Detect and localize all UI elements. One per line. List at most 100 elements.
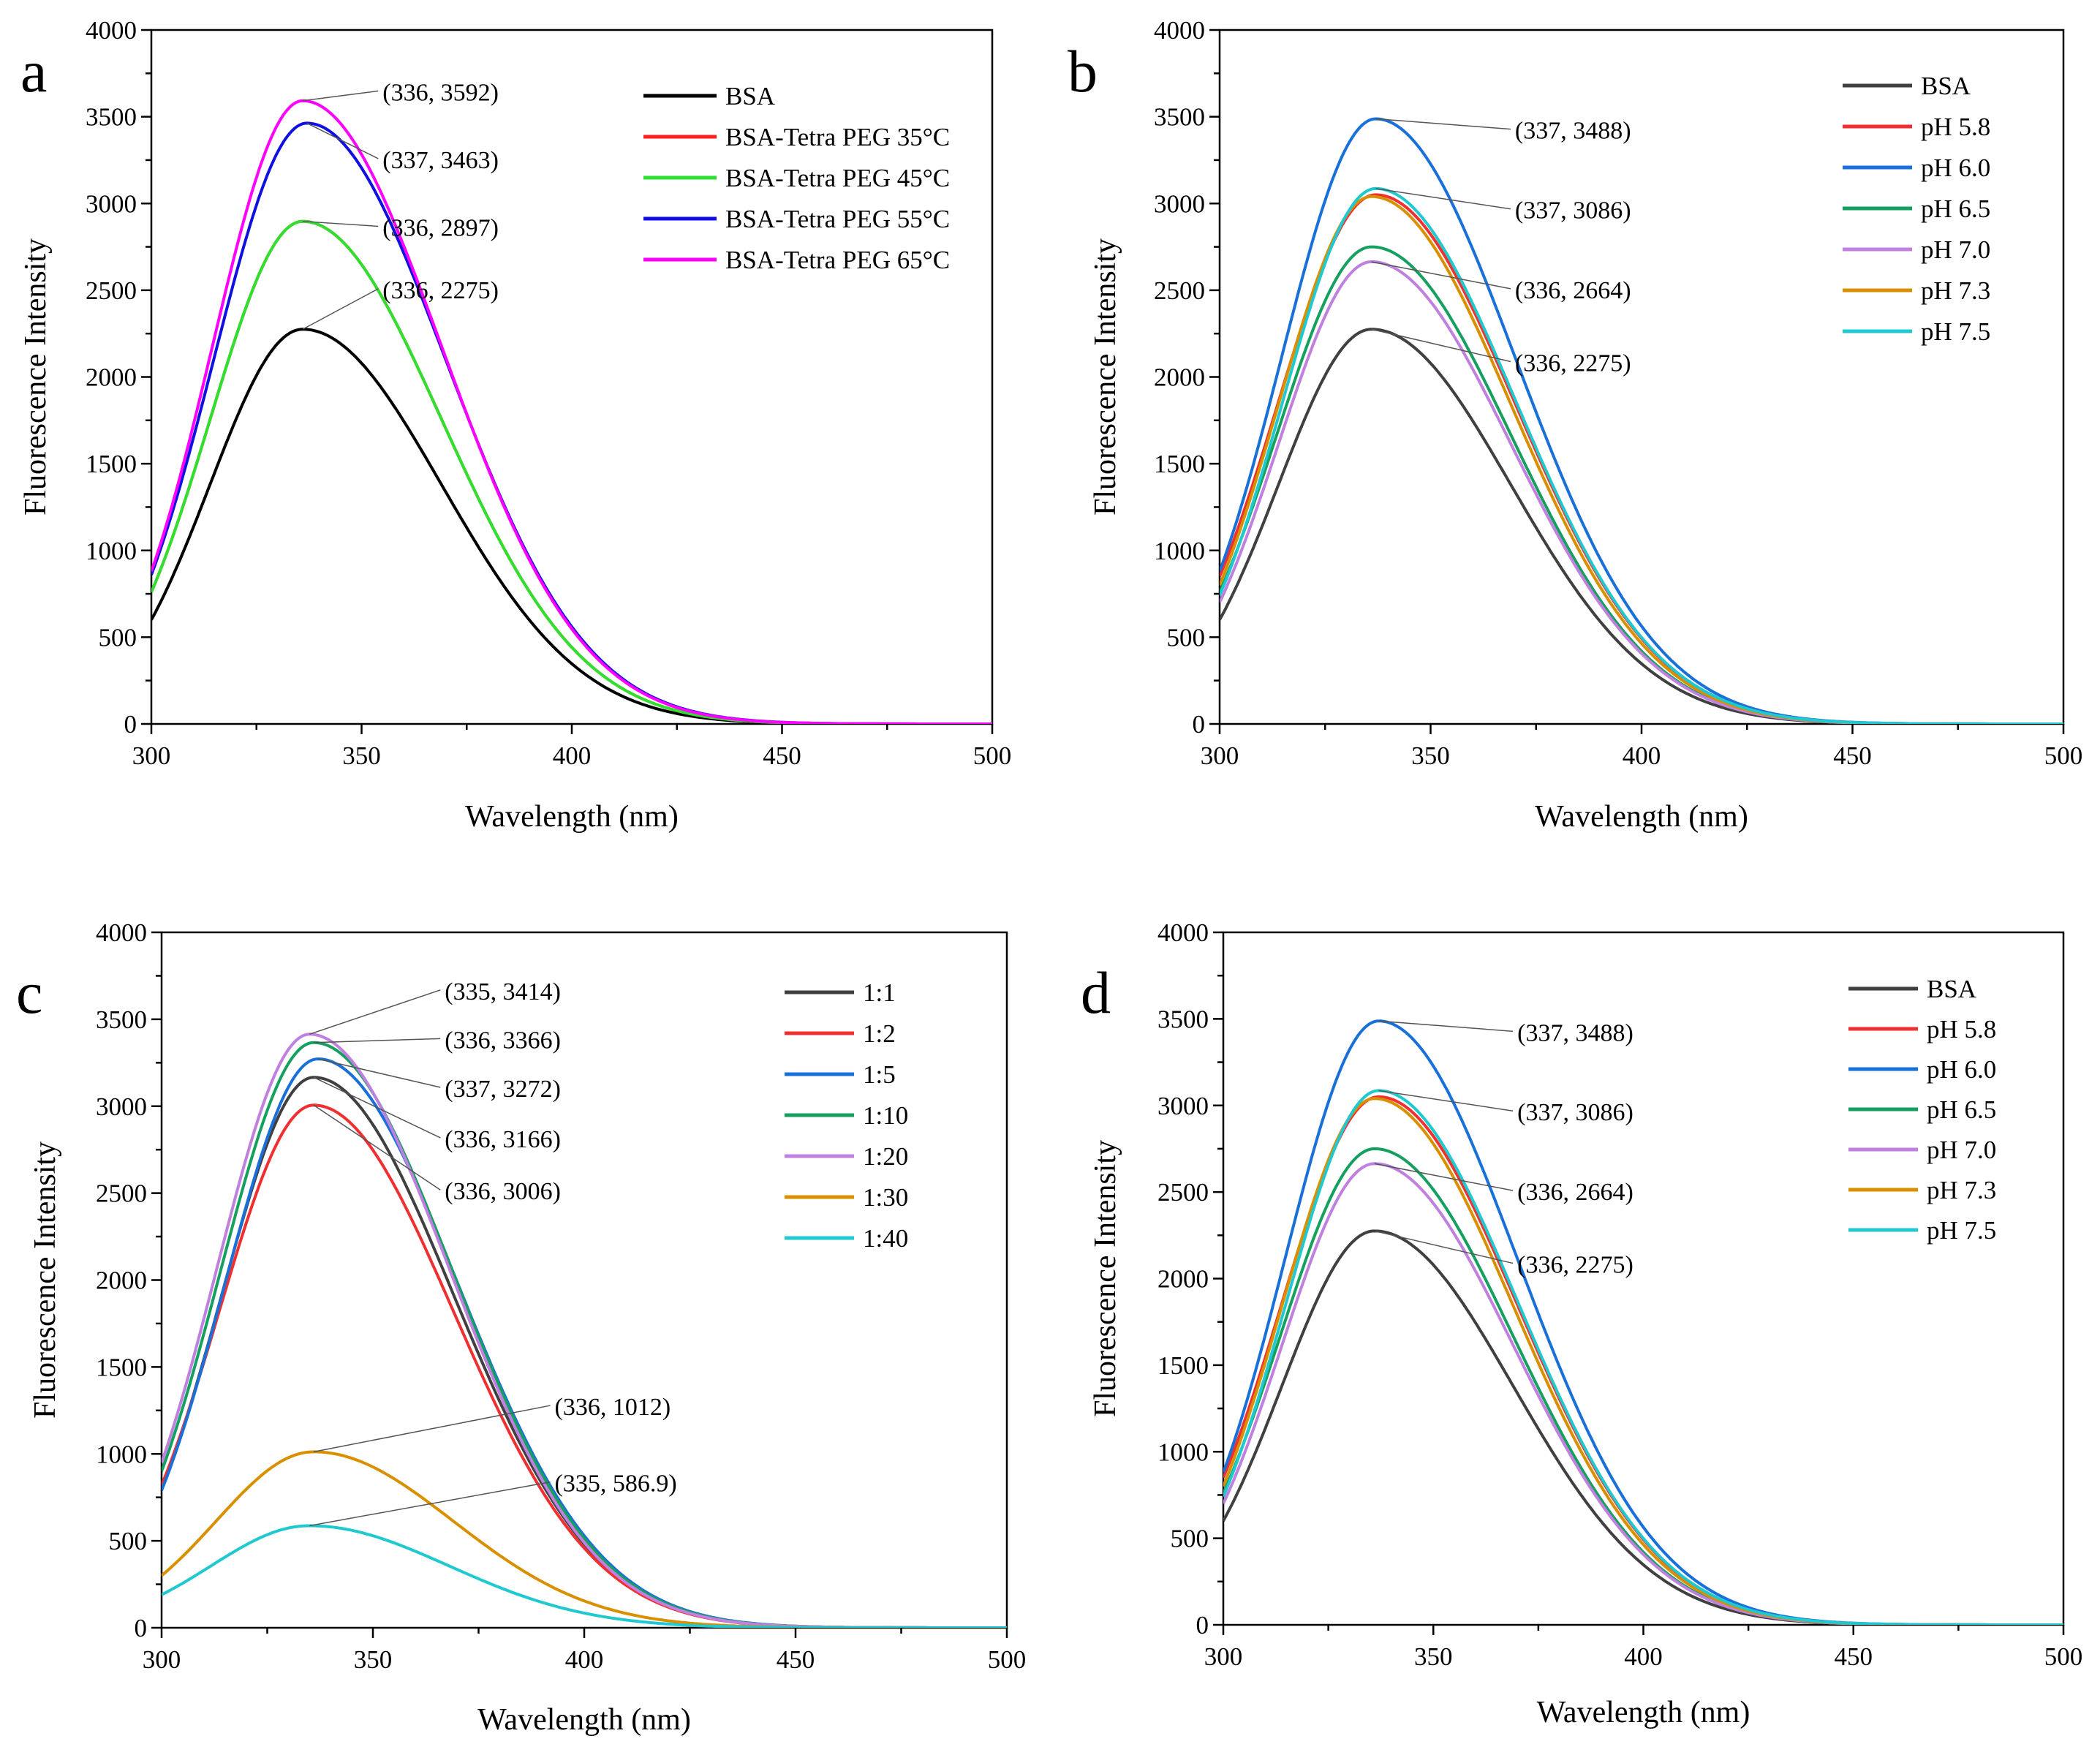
annotation-label: (336, 3006): [445, 1178, 561, 1205]
y-tick-label: 4000: [1154, 16, 1205, 45]
y-tick-label: 2000: [96, 1267, 147, 1295]
x-tick-label: 400: [1624, 1642, 1663, 1671]
legend-label: BSA-Tetra PEG 65°C: [725, 246, 950, 274]
chart-panel-a: 300 350 400 450 500 0 500 1000 1500 2000 2500 3000 3…: [19, 16, 1011, 834]
annotation-label: (336, 3166): [445, 1126, 561, 1153]
annotation-leader: [1375, 118, 1511, 130]
legend-label: 1:20: [863, 1142, 908, 1171]
y-tick-label: 2500: [1154, 276, 1205, 305]
y-tick-label: 3500: [1154, 103, 1205, 132]
y-tick-label: 3000: [1154, 189, 1205, 218]
y-axis-label: Fluorescence Intensity: [19, 238, 53, 516]
annotation-label: (337, 3488): [1515, 118, 1631, 145]
y-tick-label: 4000: [96, 918, 147, 947]
annotation-label: (337, 3086): [1517, 1099, 1633, 1126]
legend-label: pH 7.5: [1921, 317, 1990, 346]
legend-label: BSA-Tetra PEG 45°C: [725, 164, 950, 192]
y-axis-label: Fluorescence Intensity: [1089, 1140, 1122, 1417]
legend-label: pH 6.5: [1921, 195, 1990, 223]
x-tick-label: 300: [143, 1645, 181, 1674]
panel-letter: b: [1068, 38, 1098, 105]
y-tick-label: 3000: [1157, 1092, 1209, 1120]
annotation-label: (336, 2275): [1515, 350, 1631, 377]
legend-label: pH 5.8: [1921, 113, 1990, 141]
y-tick-label: 500: [109, 1527, 148, 1555]
y-tick-label: 1000: [1154, 537, 1205, 565]
annotation-leader: [313, 1405, 551, 1453]
legend-label: pH 7.5: [1927, 1216, 1996, 1245]
annotation-leader: [313, 1104, 441, 1190]
annotation-label: (337, 3463): [382, 147, 499, 174]
annotation-leader: [314, 1038, 441, 1043]
annotation-leader: [313, 1076, 441, 1139]
y-tick-label: 3000: [96, 1092, 147, 1121]
x-tick-label: 400: [565, 1645, 604, 1674]
x-tick-label: 450: [763, 741, 801, 770]
y-tick-label: 2000: [86, 363, 137, 392]
x-tick-label: 450: [1835, 1642, 1873, 1671]
y-tick-label: 3500: [1157, 1005, 1209, 1033]
annotation-leader: [1378, 1020, 1514, 1033]
panel-letter: c: [16, 959, 42, 1026]
legend-label: BSA: [1921, 72, 1971, 100]
legend-label: pH 7.3: [1927, 1176, 1996, 1204]
legend-label: pH 5.8: [1927, 1015, 1996, 1043]
y-tick-label: 2500: [96, 1180, 147, 1208]
y-tick-label: 4000: [1157, 918, 1209, 947]
annotation-label: (336, 2275): [382, 277, 499, 304]
y-tick-label: 2000: [1157, 1265, 1209, 1294]
annotation-label: (336, 1012): [555, 1394, 671, 1421]
y-tick-label: 3500: [86, 103, 137, 132]
y-tick-label: 3500: [96, 1005, 147, 1034]
y-tick-label: 500: [99, 623, 137, 652]
series-line-6: [162, 1524, 1007, 1628]
x-tick-label: 500: [988, 1645, 1027, 1674]
y-tick-label: 1000: [86, 537, 137, 565]
y-tick-label: 2500: [86, 276, 137, 305]
x-tick-label: 350: [342, 741, 381, 770]
annotation-label: (336, 3592): [382, 79, 499, 106]
legend-label: 1:40: [863, 1224, 908, 1253]
panel-letter: a: [20, 38, 47, 105]
x-axis-label: Wavelength (nm): [477, 1703, 691, 1737]
x-axis-label: Wavelength (nm): [465, 800, 679, 834]
x-axis-label: Wavelength (nm): [1535, 800, 1748, 834]
y-axis-label: Fluorescence Intensity: [1089, 238, 1122, 516]
chart-panel-d: 300 350 400 450 500 0 500 1000 1500 2000 2500 3000 3…: [1081, 918, 2082, 1729]
x-tick-label: 500: [2044, 1642, 2083, 1671]
annotation-label: (337, 3272): [445, 1076, 561, 1103]
y-tick-label: 2500: [1157, 1178, 1209, 1207]
legend-label: pH 7.3: [1921, 276, 1990, 305]
x-tick-label: 300: [1204, 1642, 1243, 1671]
annotation-label: (337, 3488): [1517, 1019, 1633, 1046]
legend-label: BSA-Tetra PEG 55°C: [725, 205, 950, 233]
legend-label: BSA: [1927, 975, 1977, 1003]
legend-label: pH 7.0: [1927, 1136, 1996, 1164]
annotation-leader: [1371, 261, 1511, 290]
y-tick-label: 0: [1196, 1611, 1209, 1639]
x-tick-label: 400: [1623, 741, 1661, 770]
legend-label: pH 7.0: [1921, 235, 1990, 264]
annotation-leader: [1371, 328, 1511, 363]
y-tick-label: 0: [124, 710, 137, 739]
x-tick-label: 500: [973, 741, 1012, 770]
annotation-leader: [317, 1058, 441, 1088]
annotation-leader: [309, 1481, 551, 1527]
annotation-leader: [1374, 1230, 1514, 1264]
y-tick-label: 1500: [86, 450, 137, 478]
annotation-leader: [1374, 1163, 1514, 1191]
y-tick-label: 4000: [86, 16, 137, 45]
legend-label: 1:30: [863, 1183, 908, 1212]
y-tick-label: 0: [1193, 710, 1206, 739]
legend-label: BSA: [725, 82, 776, 110]
y-tick-label: 1500: [1157, 1351, 1209, 1380]
annotation-leader: [306, 122, 379, 159]
series-line-6: [1220, 186, 2063, 724]
x-tick-label: 500: [2044, 741, 2083, 770]
annotation-leader: [1375, 188, 1511, 210]
series-line-6: [1223, 1089, 2063, 1625]
y-tick-label: 2000: [1154, 363, 1205, 392]
annotation-label: (337, 3086): [1515, 197, 1631, 224]
legend-label: BSA-Tetra PEG 35°C: [725, 123, 950, 151]
